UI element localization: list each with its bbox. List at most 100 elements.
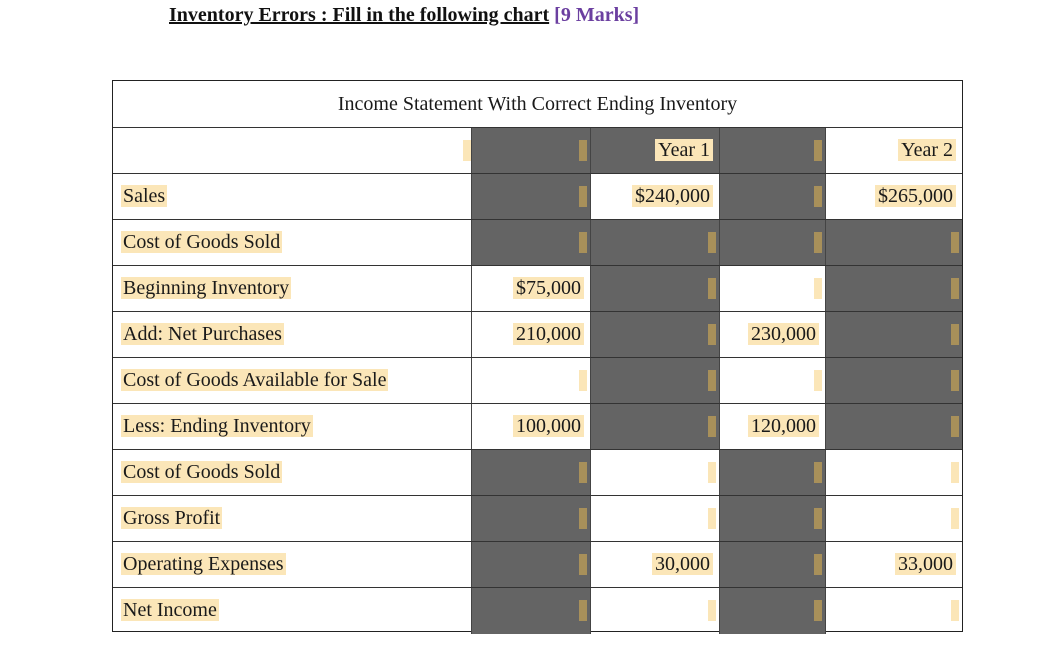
row-label: Cost of Goods Available for Sale [121, 369, 389, 391]
income-statement-table: Income Statement With Correct Ending Inv… [112, 80, 963, 634]
value-cell-y1: 30,000 [591, 542, 720, 587]
highlight-marker [814, 370, 822, 391]
highlight-marker [814, 186, 822, 207]
highlight-marker [579, 186, 587, 207]
value-cell-y2 [826, 358, 962, 403]
table-row: Less: Ending Inventory 100,000 120,000 [113, 404, 962, 450]
value-cell-y1 [591, 404, 720, 449]
row-label: Gross Profit [121, 507, 223, 529]
value-cell-y2-inner [720, 542, 826, 587]
value-cell-y1 [591, 496, 720, 541]
page-heading: Inventory Errors : Fill in the following… [169, 4, 639, 27]
table-title-row: Income Statement With Correct Ending Inv… [113, 81, 962, 128]
column-header: Year 2 [898, 139, 956, 161]
highlight-marker [463, 140, 471, 161]
row-label-cell: Less: Ending Inventory [113, 404, 472, 449]
value-cell-y2-inner [720, 450, 826, 495]
value-cell-y1-inner [472, 542, 591, 587]
highlight-marker [579, 554, 587, 575]
cell-value: 120,000 [748, 415, 819, 437]
value-cell-y1-inner [472, 174, 591, 219]
highlight-marker [951, 600, 959, 621]
row-label-cell: Cost of Goods Sold [113, 220, 472, 265]
value-cell-y2-inner [720, 174, 826, 219]
value-cell-y2 [826, 496, 962, 541]
table-row: Gross Profit [113, 496, 962, 542]
cell-value: 100,000 [513, 415, 584, 437]
table-row: Sales $240,000 $265,000 [113, 174, 962, 220]
row-label: Less: Ending Inventory [121, 415, 313, 437]
value-cell-y2 [826, 450, 962, 495]
row-label-cell: Gross Profit [113, 496, 472, 541]
table-title: Income Statement With Correct Ending Inv… [337, 93, 738, 115]
value-cell-y1-inner [472, 450, 591, 495]
highlight-marker [951, 416, 959, 437]
row-label: Add: Net Purchases [121, 323, 284, 345]
row-label: Cost of Goods Sold [121, 231, 283, 253]
row-label: Net Income [121, 599, 219, 621]
cell-value: $75,000 [513, 277, 584, 299]
highlight-marker [814, 554, 822, 575]
heading-title: Inventory Errors : Fill in the following… [169, 4, 550, 26]
row-label-cell [113, 128, 472, 173]
table-row: Add: Net Purchases 210,000 230,000 [113, 312, 962, 358]
value-cell-y1-inner [472, 128, 591, 173]
value-cell-y2 [826, 220, 962, 265]
value-cell-y1-inner [472, 496, 591, 541]
highlight-marker [708, 370, 716, 391]
row-label-cell: Net Income [113, 588, 472, 634]
value-cell-y2-inner: 120,000 [720, 404, 826, 449]
value-cell-y1-inner: 210,000 [472, 312, 591, 357]
highlight-marker [814, 600, 822, 621]
value-cell-y1 [591, 358, 720, 403]
highlight-marker [951, 278, 959, 299]
value-cell-y1-inner [472, 220, 591, 265]
highlight-marker [814, 140, 822, 161]
value-cell-y1-inner [472, 588, 591, 634]
value-cell-y2: Year 2 [826, 128, 962, 173]
highlight-marker [708, 232, 716, 253]
row-label-cell: Cost of Goods Sold [113, 450, 472, 495]
highlight-marker [951, 324, 959, 345]
highlight-marker [814, 508, 822, 529]
highlight-marker [708, 324, 716, 345]
cell-value: $265,000 [875, 185, 956, 207]
highlight-marker [951, 232, 959, 253]
value-cell-y2-inner [720, 266, 826, 311]
value-cell-y2-inner [720, 496, 826, 541]
highlight-marker [579, 232, 587, 253]
row-label: Sales [121, 185, 168, 207]
row-label-cell: Beginning Inventory [113, 266, 472, 311]
highlight-marker [708, 508, 716, 529]
value-cell-y1 [591, 312, 720, 357]
highlight-marker [814, 278, 822, 299]
row-label-cell: Cost of Goods Available for Sale [113, 358, 472, 403]
value-cell-y2-inner: 230,000 [720, 312, 826, 357]
table-row: Cost of Goods Available for Sale [113, 358, 962, 404]
value-cell-y1 [591, 450, 720, 495]
row-label: Cost of Goods Sold [121, 461, 283, 483]
row-label-cell: Operating Expenses [113, 542, 472, 587]
highlight-marker [814, 232, 822, 253]
column-header: Year 1 [655, 139, 713, 161]
value-cell-y2-inner [720, 220, 826, 265]
highlight-marker [708, 600, 716, 621]
highlight-marker [708, 462, 716, 483]
table-row: Cost of Goods Sold [113, 220, 962, 266]
highlight-marker [579, 140, 587, 161]
table-row: Beginning Inventory $75,000 [113, 266, 962, 312]
highlight-marker [579, 508, 587, 529]
value-cell-y1: $240,000 [591, 174, 720, 219]
highlight-marker [579, 370, 587, 391]
value-cell-y2: $265,000 [826, 174, 962, 219]
heading-marks: [9 Marks] [554, 4, 640, 26]
value-cell-y1: Year 1 [591, 128, 720, 173]
value-cell-y2 [826, 312, 962, 357]
highlight-marker [951, 370, 959, 391]
value-cell-y2 [826, 266, 962, 311]
highlight-marker [708, 416, 716, 437]
value-cell-y1-inner [472, 358, 591, 403]
value-cell-y2: 33,000 [826, 542, 962, 587]
row-label-cell: Sales [113, 174, 472, 219]
cell-value: 230,000 [748, 323, 819, 345]
